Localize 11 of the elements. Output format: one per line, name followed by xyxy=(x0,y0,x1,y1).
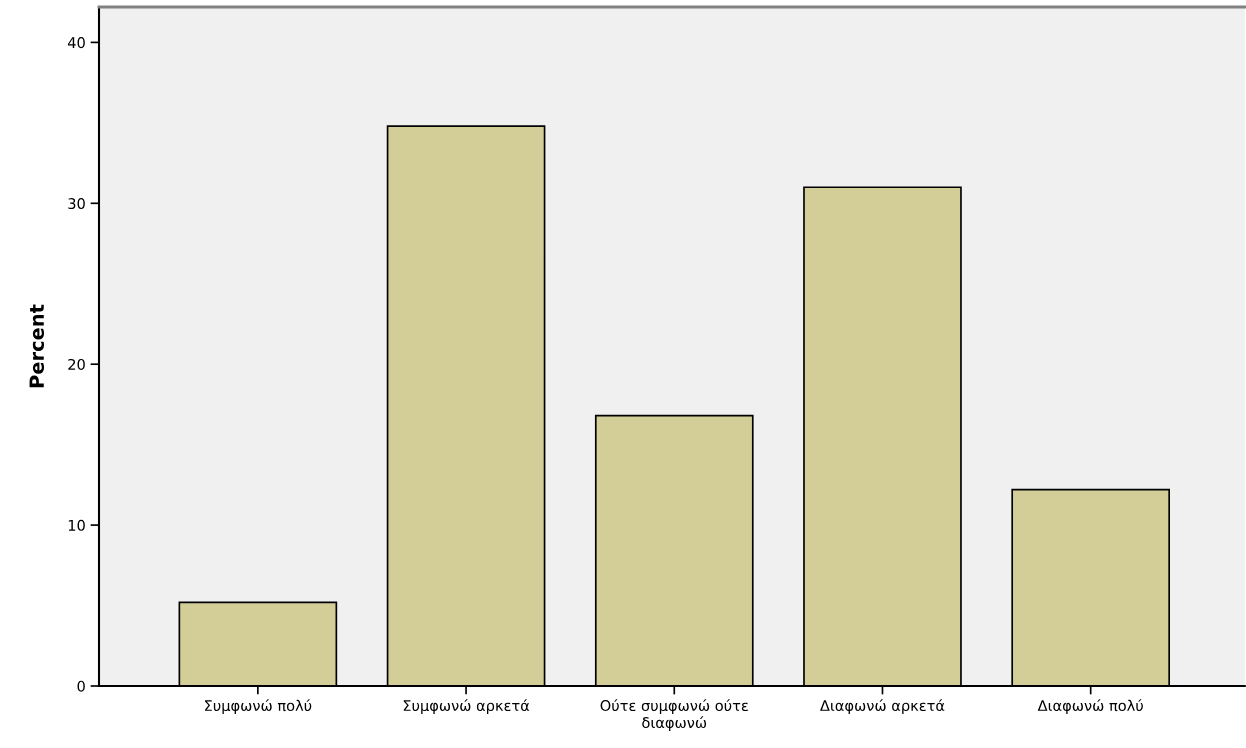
x-tick-label: Ούτε συμφωνώ ούτε διαφωνώ xyxy=(600,699,748,731)
y-tick-label: 10 xyxy=(68,519,85,531)
y-tick-label: 40 xyxy=(67,37,85,49)
y-tick-label: 30 xyxy=(68,198,85,210)
x-tick-label: Συμφωνώ αρκετά xyxy=(403,699,530,714)
y-axis-title: Percent xyxy=(29,304,45,388)
x-tick-label: Διαφωνώ πολύ xyxy=(1037,699,1143,714)
x-tick-label: Διαφωνώ αρκετά xyxy=(820,699,945,714)
y-tick-label: 20 xyxy=(68,358,85,370)
x-tick-label: Συμφωνώ πολύ xyxy=(205,699,312,714)
y-tick-label: 0 xyxy=(77,680,85,692)
